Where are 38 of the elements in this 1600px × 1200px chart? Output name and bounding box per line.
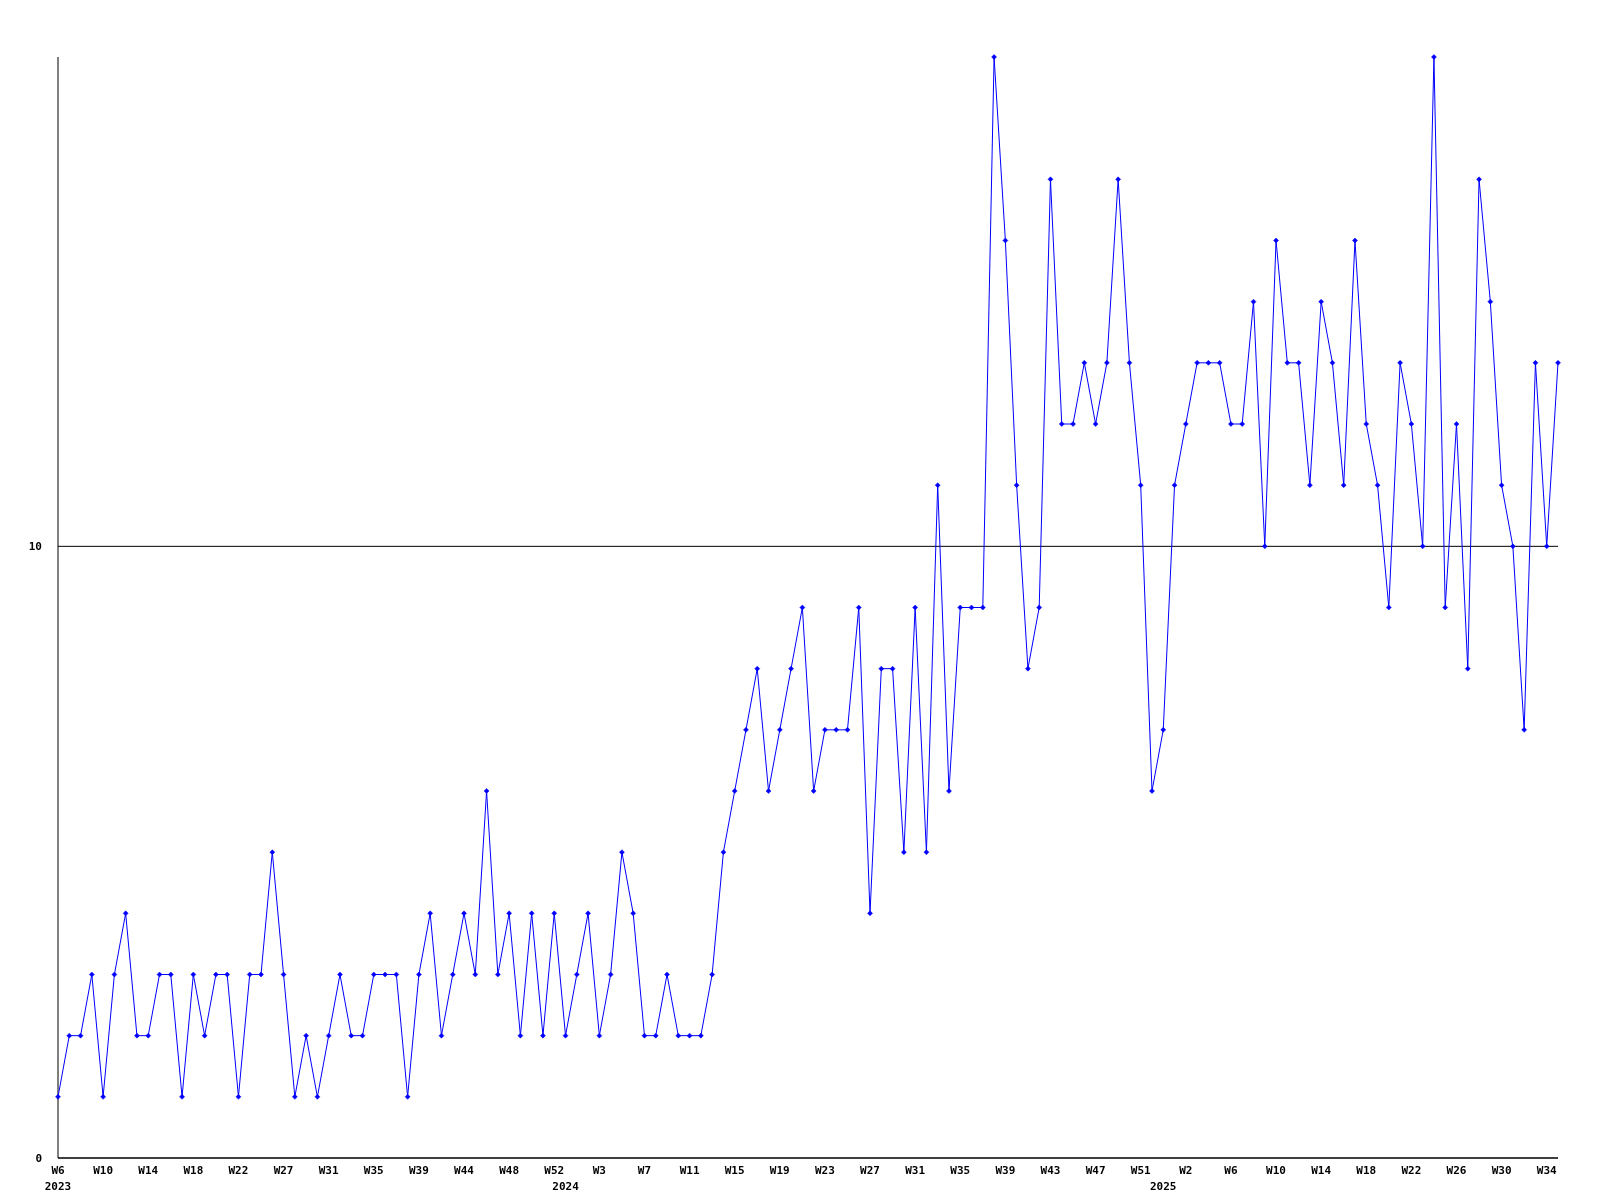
x-tick-label: W18 xyxy=(1356,1164,1377,1177)
x-tick-label: W23 xyxy=(814,1164,835,1177)
x-tick-label: W35 xyxy=(363,1164,384,1177)
x-tick-label: W10 xyxy=(1266,1164,1286,1177)
x-tick-label: W22 xyxy=(1401,1164,1422,1177)
x-tick-label: W15 xyxy=(724,1164,745,1177)
x-tick-label: W11 xyxy=(679,1164,700,1177)
x-tick-label: W51 xyxy=(1130,1164,1152,1177)
x-tick-label: W18 xyxy=(183,1164,204,1177)
x-tick-label: W43 xyxy=(1040,1164,1061,1177)
x-tick-label: W34 xyxy=(1536,1164,1558,1177)
x-tick-label: W6 2023 xyxy=(44,1164,72,1193)
x-tick-label: W39 xyxy=(995,1164,1016,1177)
x-tick-label: W35 xyxy=(950,1164,971,1177)
x-tick-label: W14 xyxy=(1311,1164,1332,1177)
x-tick-label: W19 xyxy=(769,1164,790,1177)
x-tick-label: W27 xyxy=(273,1164,294,1177)
x-tick-label: W7 xyxy=(637,1164,652,1177)
x-tick-label: 2025 xyxy=(1150,1180,1177,1193)
x-tick-label: W27 xyxy=(860,1164,880,1177)
x-tick-label: W3 xyxy=(592,1164,606,1177)
x-tick-label: W22 xyxy=(228,1164,249,1177)
x-tick-label: W52 xyxy=(544,1164,565,1177)
x-tick-label: W2 xyxy=(1179,1164,1193,1177)
x-tick-label: W26 xyxy=(1446,1164,1467,1177)
y-tick-label: 10 xyxy=(28,540,42,554)
x-tick-label: W30 xyxy=(1491,1164,1512,1177)
x-tick-label: W6 xyxy=(1224,1164,1238,1177)
x-tick-label: W10 xyxy=(93,1164,114,1177)
y-tick-label: 0 xyxy=(35,1151,42,1165)
x-tick-label: W31 xyxy=(318,1164,339,1177)
x-tick-label: W47 xyxy=(1085,1164,1106,1177)
x-tick-label: W39 xyxy=(408,1164,429,1177)
x-tick-label: W44 xyxy=(454,1164,475,1177)
x-tick-label: W14 xyxy=(138,1164,159,1177)
x-tick-label: W48 xyxy=(499,1164,520,1177)
x-tick-label: W31 xyxy=(905,1164,926,1177)
x-tick-label: 2024 xyxy=(552,1180,580,1193)
